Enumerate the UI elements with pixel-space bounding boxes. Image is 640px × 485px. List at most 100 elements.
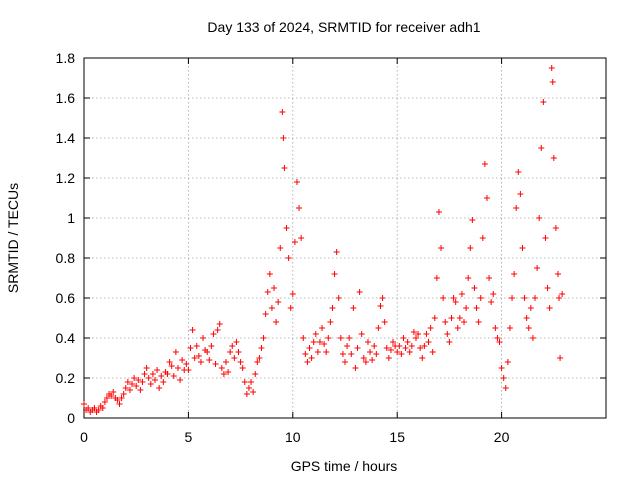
x-tick-label: 0 [80, 429, 88, 445]
data-point [559, 291, 566, 297]
y-tick-label: 1.2 [56, 170, 76, 186]
data-point [231, 355, 238, 361]
data-point [400, 335, 407, 341]
data-point [421, 343, 428, 349]
data-point [511, 271, 518, 277]
data-point [99, 405, 106, 411]
data-point [548, 65, 555, 71]
data-point [91, 405, 98, 411]
data-point [529, 335, 536, 341]
data-point [427, 325, 434, 331]
data-point [344, 343, 351, 349]
data-point [208, 343, 215, 349]
data-point [438, 245, 445, 251]
data-point [519, 245, 526, 251]
data-point [362, 359, 369, 365]
data-point [214, 327, 221, 333]
data-point [298, 235, 305, 241]
data-point [81, 401, 87, 407]
data-point [227, 349, 234, 355]
data-point [256, 355, 263, 361]
data-point [523, 315, 530, 321]
data-point [385, 355, 392, 361]
data-point [241, 379, 248, 385]
data-point [458, 291, 465, 297]
data-point [515, 169, 522, 175]
data-point [174, 365, 181, 371]
data-point [101, 399, 108, 405]
data-point [250, 389, 257, 395]
data-point [243, 391, 250, 397]
data-point [335, 295, 342, 301]
y-tick-label: 0 [67, 410, 75, 426]
data-point [312, 331, 319, 337]
data-point [549, 79, 556, 85]
data-point [110, 389, 117, 395]
data-point [479, 235, 486, 241]
data-point [442, 319, 449, 325]
data-point [509, 295, 516, 301]
data-point [154, 367, 161, 373]
data-point [271, 285, 278, 291]
data-point [410, 329, 417, 335]
data-point [536, 215, 543, 221]
data-point [252, 371, 259, 377]
data-point [452, 299, 459, 305]
data-point [129, 381, 136, 387]
data-point [166, 359, 173, 365]
data-point [266, 271, 273, 277]
data-point [143, 365, 150, 371]
data-point [337, 335, 344, 341]
data-point [237, 359, 244, 365]
data-point [124, 379, 131, 385]
data-point [412, 335, 419, 341]
data-point [248, 379, 255, 385]
data-point [268, 305, 275, 311]
data-point [342, 359, 348, 365]
data-point [164, 371, 171, 377]
data-point [444, 331, 451, 337]
data-point [314, 349, 321, 355]
data-point [375, 325, 382, 331]
data-point [465, 275, 472, 281]
data-point [316, 339, 323, 345]
data-point [245, 385, 252, 391]
data-point [546, 305, 553, 311]
data-point [354, 345, 361, 351]
data-point [433, 275, 440, 281]
data-point [496, 339, 503, 345]
data-point [218, 365, 225, 371]
axis-ticks: 0 0.2 0.4 0.6 0.8 1 1.2 1.4 1.6 1.8 0 5 10 15 20 [56, 50, 606, 445]
data-point [141, 371, 148, 377]
data-point [404, 339, 411, 345]
data-point [235, 349, 242, 355]
data-point [387, 347, 394, 353]
data-point [114, 397, 121, 403]
data-point [364, 339, 371, 345]
data-point [552, 225, 559, 231]
data-point [195, 353, 202, 359]
data-point [260, 335, 267, 341]
data-point [210, 331, 217, 337]
data-point [550, 155, 557, 161]
x-tick-label: 10 [285, 429, 301, 445]
data-point [402, 345, 409, 351]
data-point [481, 161, 488, 167]
data-point [544, 285, 551, 291]
data-point [287, 305, 294, 311]
data-point [408, 343, 415, 349]
data-point [296, 205, 303, 211]
data-point [302, 351, 309, 357]
data-point [429, 349, 436, 355]
data-point [147, 381, 154, 387]
x-axis-label: GPS time / hours [291, 458, 398, 474]
data-point [281, 165, 288, 171]
data-point [498, 365, 505, 371]
data-point [118, 395, 125, 401]
data-point [95, 407, 102, 413]
data-point [477, 295, 484, 301]
data-point [325, 335, 332, 341]
data-point [329, 305, 336, 311]
data-point [139, 379, 146, 385]
data-point [490, 291, 497, 297]
